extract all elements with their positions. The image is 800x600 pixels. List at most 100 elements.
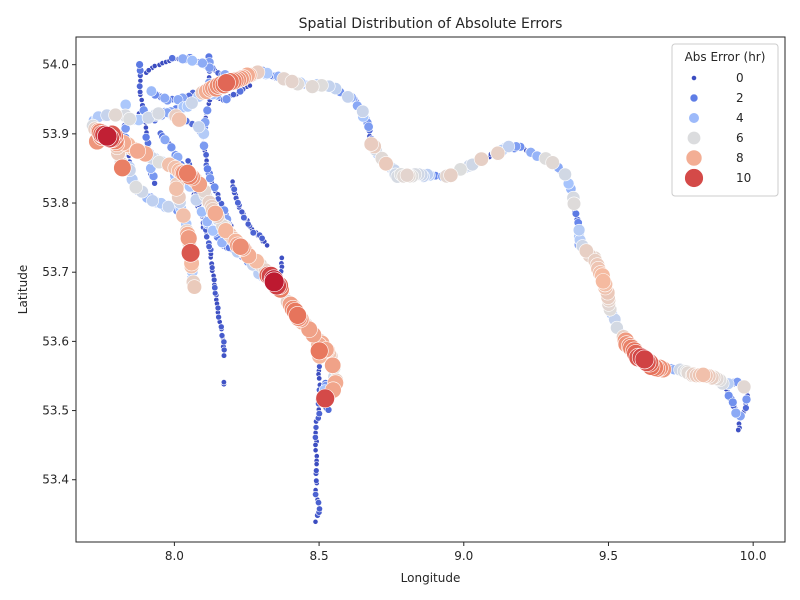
data-point [168,180,185,197]
data-point [108,107,123,123]
data-point [363,121,374,132]
data-point [186,54,198,67]
data-point [735,426,742,433]
x-axis: 8.0 8.5 9.0 9.5 10.0 [165,542,767,563]
data-point [240,214,248,222]
data-point [230,91,237,98]
data-point [145,85,157,97]
data-point [221,94,232,104]
data-point [205,173,215,184]
data-point [578,243,594,259]
data-point [177,53,189,65]
data-point [305,79,320,94]
data-point [171,111,188,128]
data-point [356,104,370,118]
data-point [378,156,394,172]
data-point [545,155,560,170]
data-point [730,407,742,419]
data-point [736,379,752,395]
y-tick-label: 53.6 [42,334,69,348]
data-point [312,424,320,431]
data-point [197,57,208,69]
legend-marker [685,149,703,167]
data-point [312,447,319,454]
data-point [313,477,320,484]
data-point [312,441,319,448]
legend-title: Abs Error (hr) [685,50,766,64]
data-point [205,243,213,251]
data-point [203,164,212,174]
legend-marker [684,168,704,188]
data-point [309,341,329,361]
data-point [313,467,320,474]
data-point [181,243,201,263]
data-point [184,157,192,165]
legend-marker [686,131,701,146]
data-point [244,220,252,228]
data-point [146,194,159,208]
data-point [288,306,307,325]
data-point [234,199,242,207]
y-tick-label: 53.9 [42,127,69,141]
y-tick-label: 53.4 [42,473,69,487]
legend-marker [689,93,699,103]
data-point [211,284,219,292]
data-point [313,461,320,467]
data-point [220,352,228,359]
plot-frame [75,36,786,543]
data-point [168,54,177,63]
legend-label: 6 [736,131,744,145]
data-point [728,397,738,407]
y-tick-label: 53.7 [42,265,69,279]
data-point [695,366,712,383]
data-point [284,74,300,89]
data-point [122,112,137,127]
data-point [571,209,581,218]
data-point [238,208,246,216]
legend-entries: 0 2 4 6 8 10 [684,71,751,188]
data-point [443,167,459,183]
data-point [490,145,506,161]
data-point [202,105,213,116]
data-point [278,254,285,261]
data-point [151,180,158,187]
data-point [192,120,206,134]
data-point [206,204,224,222]
data-point [218,332,226,339]
data-point [363,136,379,152]
data-point [316,375,323,382]
legend-label: 2 [736,91,744,105]
legend-label: 8 [736,151,744,165]
y-tick-label: 53.8 [42,196,69,210]
x-tick-label: 8.5 [310,549,329,563]
data-point [151,63,158,69]
data-point [141,132,151,142]
data-point [595,273,612,290]
data-point [151,106,166,121]
data-point [315,388,335,409]
points-layer [86,52,752,525]
data-point [97,126,118,147]
data-point [209,264,216,271]
x-tick-label: 8.0 [165,549,184,563]
data-point [473,151,489,167]
data-point [145,67,152,74]
data-point [202,151,210,159]
x-tick-label: 9.0 [454,549,473,563]
x-axis-label: Longitude [401,571,461,585]
data-point [136,82,144,90]
data-point [199,140,209,151]
data-point [566,196,582,211]
data-point [220,379,227,386]
data-point [249,229,257,237]
data-point [185,96,199,110]
data-point [135,60,144,69]
data-point [128,180,143,195]
data-point [217,222,234,239]
legend-label: 10 [736,171,751,185]
data-point [258,234,266,242]
data-point [315,410,323,418]
data-point [231,237,250,256]
data-point [211,276,218,284]
